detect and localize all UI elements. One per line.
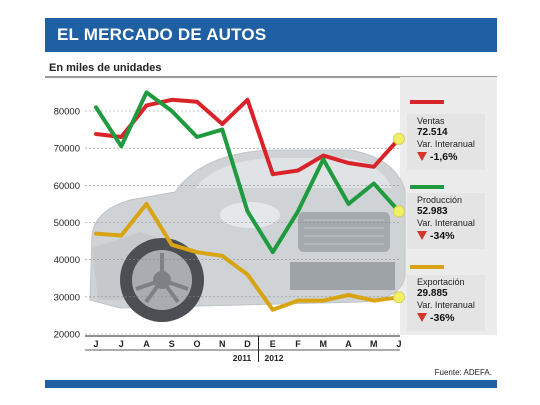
down-arrow-icon [417,152,427,161]
x-tick-label: J [93,339,98,349]
bottom-bar [45,380,497,388]
legend-name: Ventas [417,116,445,126]
legend-ventas: Ventas 72.514 Var. Interanual -1,6% [407,114,485,170]
x-tick-label: A [345,339,352,349]
last-point-marker [393,205,405,218]
y-tick-label: 30000 [54,292,80,303]
y-tick-label: 60000 [54,181,80,192]
legend-change-value: -1,6% [430,151,458,163]
x-tick-label: O [193,339,200,349]
legend-value: 72.514 [417,127,448,138]
x-tick-label: E [270,339,276,349]
year-label: 2012 [265,353,284,363]
series-line-1 [94,97,401,177]
y-tick-label: 40000 [54,255,80,266]
x-tick-label: A [143,339,150,349]
legend-value: 52.983 [417,206,448,217]
x-tick-label: J [119,339,124,349]
grid-lines [85,110,400,335]
series-line-2 [94,90,401,255]
series-line-3 [94,201,401,312]
year-labels: 2011 2012 [233,353,284,363]
down-arrow-icon [417,313,427,322]
x-tick-label: D [244,339,251,349]
legend-var-label: Var. Interanual [417,218,475,228]
legend-change-value: -36% [430,312,455,324]
legend-var-label: Var. Interanual [417,300,475,310]
legend-change-value: -34% [430,230,455,242]
legend-value: 29.885 [417,288,448,299]
chart-title: EL MERCADO DE AUTOS [57,25,267,44]
x-tick-label: N [219,339,226,349]
series-lines [94,90,401,312]
y-tick-label: 70000 [54,144,80,155]
down-arrow-icon [417,231,427,240]
last-point-marker [393,291,405,304]
title-bar: EL MERCADO DE AUTOS [45,18,497,52]
legend-produccion: Producción 52.983 Var. Interanual -34% [407,193,485,249]
x-tick-label: S [169,339,175,349]
y-tick-label: 20000 [54,330,80,341]
car-illustration [89,149,406,322]
y-tick-label: 80000 [54,107,80,118]
year-label: 2011 [233,353,252,363]
legend-swatch-produccion [410,185,444,189]
x-tick-label: F [295,339,301,349]
last-point-markers [393,132,405,304]
x-tick-label: M [370,339,378,349]
legend-swatch-exportacion [410,265,444,269]
legend-var-label: Var. Interanual [417,139,475,149]
legend-swatch-ventas [410,100,444,104]
last-point-marker [393,132,405,145]
y-axis-ticks: 80000 70000 60000 50000 40000 30000 20000 [54,107,80,341]
source-note: Fuente: ADEFA. [434,368,492,377]
x-tick-label: M [320,339,328,349]
legend-name: Producción [417,195,463,205]
y-tick-label: 50000 [54,218,80,229]
chart-subtitle: En miles de unidades [49,62,162,74]
legend-change: -34% [417,230,455,242]
legend-change: -36% [417,312,455,324]
legend-change: -1,6% [417,151,457,163]
x-tick-label: J [396,339,401,349]
legend-name: Exportación [417,277,465,287]
legend-exportacion: Exportación 29.885 Var. Interanual -36% [407,275,485,331]
